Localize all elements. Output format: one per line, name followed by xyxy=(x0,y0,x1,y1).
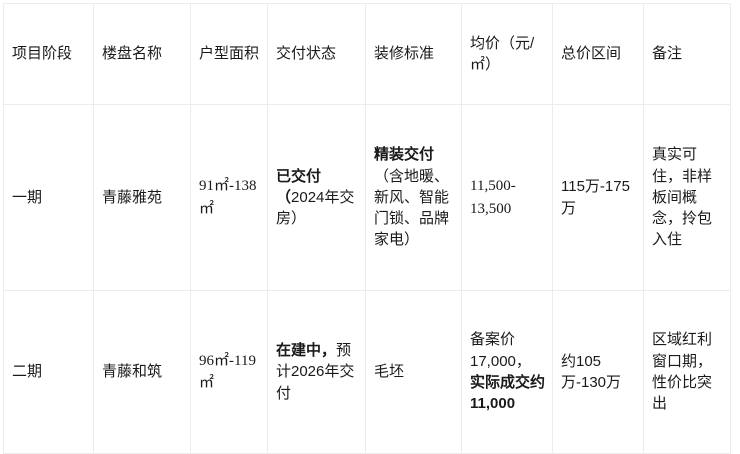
cell-phase: 一期 xyxy=(3,104,94,291)
cell-total: 115万-175万 xyxy=(552,104,644,291)
cell-price-filed: 备案价17,000， xyxy=(470,331,531,370)
cell-decor: 精装交付 （含地暖、新风、智能门锁、品牌家电） xyxy=(365,104,462,291)
table-row: 二期 青藤和筑 96㎡-119㎡ 在建中，预计2026年交付 毛坯 备案价17,… xyxy=(3,290,731,454)
table-header-row: 项目阶段 楼盘名称 户型面积 交付状态 装修标准 均价（元/㎡） 总价区间 备注 xyxy=(3,3,731,105)
cell-price: 备案价17,000， 实际成交约11,000 xyxy=(461,290,553,454)
cell-delivery-emphasis: 在建中， xyxy=(276,342,337,360)
property-phase-comparison-table: 项目阶段 楼盘名称 户型面积 交付状态 装修标准 均价（元/㎡） 总价区间 备注… xyxy=(3,3,731,454)
column-header-price: 均价（元/㎡） xyxy=(461,3,553,105)
cell-area-text: 91㎡-138㎡ xyxy=(199,178,257,217)
cell-price: 11,500-13,500 xyxy=(461,104,553,291)
cell-area-text: 96㎡-119㎡ xyxy=(199,352,256,391)
cell-remark: 区域红利窗口期，性价比突出 xyxy=(643,290,731,454)
cell-price-actual: 实际成交约11,000 xyxy=(470,374,546,413)
column-header-total: 总价区间 xyxy=(552,3,644,105)
cell-delivery-emphasis: 已交付（ xyxy=(276,167,322,206)
cell-total: 约105万-130万 xyxy=(552,290,644,454)
cell-area: 96㎡-119㎡ xyxy=(190,290,268,454)
cell-decor-detail: 毛坯 xyxy=(374,363,405,381)
column-header-phase: 项目阶段 xyxy=(3,3,94,105)
cell-delivery-detail: 预计2026年交付 xyxy=(276,342,355,402)
table-container: 项目阶段 楼盘名称 户型面积 交付状态 装修标准 均价（元/㎡） 总价区间 备注… xyxy=(3,3,731,454)
column-header-area: 户型面积 xyxy=(190,3,268,105)
cell-remark: 真实可住，非样板间概念，拎包入住 xyxy=(643,104,731,291)
cell-decor-emphasis: 精装交付 xyxy=(374,146,435,164)
column-header-project: 楼盘名称 xyxy=(93,3,191,105)
table-row: 一期 青藤雅苑 91㎡-138㎡ 已交付（2024年交房） 精装交付 （含地暖、新… xyxy=(3,104,731,291)
column-header-decor: 装修标准 xyxy=(365,3,462,105)
cell-area: 91㎡-138㎡ xyxy=(190,104,268,291)
cell-phase: 二期 xyxy=(3,290,94,454)
cell-price-text: 11,500-13,500 xyxy=(470,178,516,217)
cell-decor-detail: （含地暖、新风、智能门锁、品牌家电） xyxy=(374,167,450,249)
column-header-delivery: 交付状态 xyxy=(267,3,366,105)
cell-delivery: 在建中，预计2026年交付 xyxy=(267,290,366,454)
cell-delivery-detail: 2024年交房） xyxy=(276,188,355,228)
cell-project: 青藤雅苑 xyxy=(93,104,191,291)
column-header-remark: 备注 xyxy=(643,3,731,105)
cell-delivery: 已交付（2024年交房） xyxy=(267,104,366,291)
cell-project: 青藤和筑 xyxy=(93,290,191,454)
cell-decor: 毛坯 xyxy=(365,290,462,454)
